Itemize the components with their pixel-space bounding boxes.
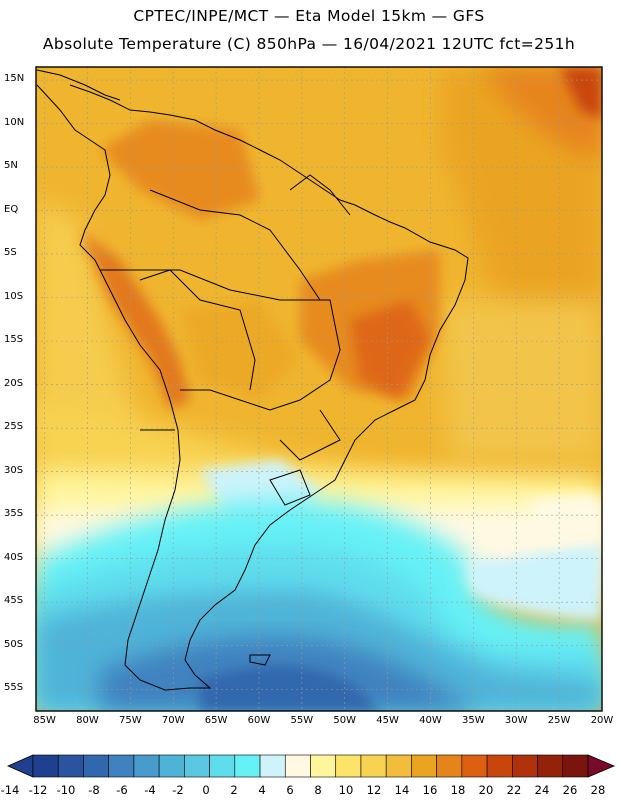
lon-label: 35W (462, 715, 485, 726)
colorbar-tick-label: -8 (88, 783, 100, 797)
colorbar-swatch (512, 754, 538, 778)
colorbar-swatch (209, 754, 236, 778)
lon-label: 50W (333, 715, 357, 726)
lat-label: 50S (4, 638, 24, 650)
colorbar-swatch (436, 754, 463, 778)
colorbar-tick-label: 28 (590, 783, 606, 797)
colorbar-tick-label: 16 (422, 783, 438, 797)
lat-label: 15S (4, 334, 24, 346)
colorbar-swatch (486, 754, 513, 778)
colorbar-tick-label: 14 (394, 783, 410, 797)
colorbar-swatch (360, 754, 387, 778)
colorbar-swatch (562, 754, 589, 778)
map-frame (35, 66, 603, 712)
colorbar-swatch (184, 754, 210, 778)
colorbar-arrow-high (587, 754, 616, 778)
map-title: CPTEC/INPE/MCT — Eta Model 15km — GFS (133, 7, 485, 25)
lat-label: 10S (4, 290, 24, 302)
lon-label: 30W (504, 715, 528, 726)
lat-label: 5S (4, 247, 17, 259)
colorbar-swatch (335, 754, 362, 778)
colorbar-swatch (57, 754, 84, 778)
colorbar-tick-label: 12 (366, 783, 382, 797)
lat-label: 40S (4, 551, 24, 563)
colorbar-swatch (32, 754, 59, 778)
colorbar-tick-label: -4 (144, 783, 156, 797)
colorbar-tick-label: -10 (56, 783, 76, 797)
colorbar-swatch (234, 754, 261, 778)
colorbar-swatch (259, 754, 286, 778)
colorbar-tick-label: 20 (478, 783, 494, 797)
colorbar-tick-label: -12 (28, 783, 48, 797)
graticule (36, 67, 603, 711)
lat-label: 20S (4, 377, 24, 389)
colorbar-tick-label: 0 (202, 783, 210, 797)
coastline (36, 69, 469, 691)
colorbar-tick-label: 24 (534, 783, 550, 797)
colorbar-swatch (411, 754, 437, 778)
colorbar-swatch (158, 754, 185, 778)
lon-label: 80W (76, 715, 99, 726)
colorbar (7, 754, 616, 778)
colorbar-tick-label: -2 (172, 783, 184, 797)
colorbar-arrow-low (7, 754, 34, 778)
lat-label: 15N (4, 73, 25, 85)
colorbar-swatch (133, 754, 160, 778)
colorbar-tick-label: 10 (338, 783, 354, 797)
lon-label: 45W (376, 715, 399, 726)
lon-label: 85W (33, 715, 56, 726)
map-subtitle: Absolute Temperature (C) 850hPa — 16/04/… (42, 35, 576, 53)
colorbar-swatch (83, 754, 109, 778)
temperature-field (36, 67, 602, 711)
colorbar-tick-label: 2 (230, 783, 238, 797)
lon-label: 65W (204, 715, 228, 726)
lat-label: 10N (4, 116, 25, 128)
lon-label: 75W (119, 715, 142, 726)
colorbar-swatch (461, 754, 488, 778)
lat-label: 45S (4, 595, 24, 607)
colorbar-tick-label: 8 (314, 783, 322, 797)
lat-label: 5N (4, 160, 18, 172)
lon-label: 70W (161, 715, 185, 726)
colorbar-tick-label: 4 (258, 783, 266, 797)
lon-label: 40W (419, 715, 442, 726)
colorbar-tick-label: 22 (506, 783, 522, 797)
lat-label: 55S (4, 682, 24, 694)
lat-label: 30S (4, 464, 24, 476)
colorbar-tick-label: -6 (116, 783, 128, 797)
colorbar-swatch (284, 754, 311, 778)
colorbar-tick-label: 26 (562, 783, 578, 797)
colorbar-tick-label: 6 (286, 783, 294, 797)
colorbar-swatch (385, 754, 412, 778)
lon-label: 25W (547, 715, 571, 726)
lon-label: 20W (590, 715, 614, 726)
lat-label: 35S (4, 508, 24, 520)
colorbar-swatch (310, 754, 337, 778)
colorbar-swatch (108, 754, 135, 778)
lon-label: 55W (290, 715, 314, 726)
lat-label: EQ (4, 203, 19, 215)
lon-label: 60W (247, 715, 271, 726)
colorbar-swatch (537, 754, 564, 778)
colorbar-tick-label: 18 (450, 783, 466, 797)
lat-label: 25S (4, 421, 24, 433)
colorbar-tick-label: -14 (0, 783, 20, 797)
